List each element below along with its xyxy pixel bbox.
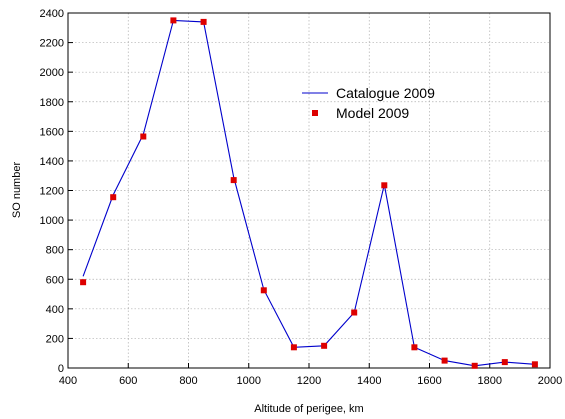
y-tick-label: 400 [46,304,64,316]
data-point-marker [351,309,358,316]
y-tick-label: 2400 [40,8,64,20]
data-point-marker [441,357,448,364]
legend: Catalogue 2009 Model 2009 [302,85,435,121]
data-point-marker [531,361,538,368]
data-point-marker [230,177,237,184]
y-tick-label: 1400 [40,156,64,168]
data-point-marker [501,359,508,366]
y-tick-label: 1600 [40,126,64,138]
data-point-marker [170,17,177,24]
y-tick-label: 600 [46,274,64,286]
y-tick-label: 0 [58,363,64,375]
y-tick-label: 1200 [40,186,64,198]
y-tick-label: 1000 [40,215,64,227]
x-tick-label: 1000 [237,375,261,387]
legend-label-model: Model 2009 [336,105,409,121]
x-tick-label: 400 [59,375,77,387]
y-axis-label: SO number [11,162,23,219]
data-point-marker [140,133,147,140]
x-tick-label: 1800 [478,375,502,387]
data-point-marker [290,344,297,351]
data-point-marker [110,194,117,201]
data-point-marker [321,342,328,349]
data-point-marker [80,279,87,286]
y-tick-label: 200 [46,333,64,345]
y-tick-label: 1800 [40,97,64,109]
data-point-marker [411,344,418,351]
x-tick-label: 1200 [297,375,321,387]
gridlines [68,13,550,368]
y-tick-label: 800 [46,245,64,257]
x-tick-label: 1400 [357,375,381,387]
x-tick-label: 1600 [417,375,441,387]
y-tick-label: 2000 [40,67,64,79]
x-tick-label: 600 [119,375,137,387]
x-axis-label: Altitude of perigee, km [254,403,363,415]
data-point-marker [471,362,478,369]
x-tick-label: 2000 [538,375,562,387]
legend-marker-swatch [312,110,318,116]
axis-ticks: 400 600 800 1000 1200 1400 1600 1800 2000 0 200 400… [40,8,563,387]
x-tick-label: 800 [179,375,197,387]
data-point-marker [381,182,388,189]
data-point-marker [260,287,267,294]
series-layer [80,17,538,369]
series-line-catalogue-2009 [82,19,535,367]
legend-label-catalogue: Catalogue 2009 [336,85,435,101]
y-tick-label: 2200 [40,38,64,50]
data-point-marker [200,18,207,25]
